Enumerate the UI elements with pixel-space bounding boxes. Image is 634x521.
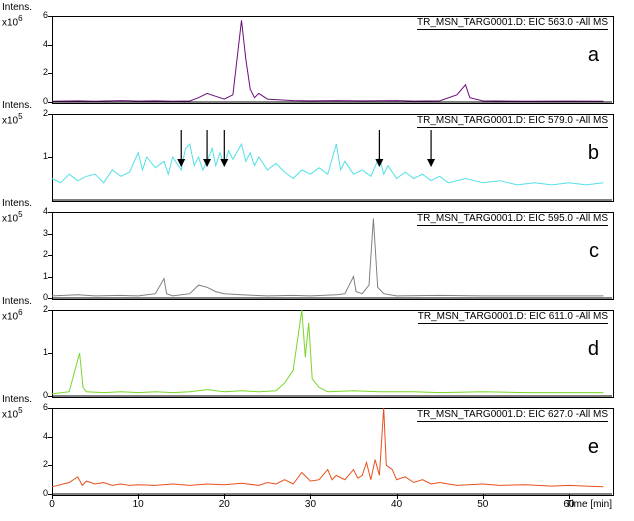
y-tick-label: 1 xyxy=(28,271,48,281)
figure-container: Intens.x106TR_MSN_TARG0001.D: EIC 563.0 … xyxy=(0,0,634,521)
x-tick-label: 30 xyxy=(300,499,320,510)
y-tick-label: 2 xyxy=(28,249,48,259)
y-tick-label: 4 xyxy=(28,39,48,49)
panel-header-e: TR_MSN_TARG0001.D: EIC 627.0 -All MS xyxy=(417,409,608,422)
panel-header-d: TR_MSN_TARG0001.D: EIC 611.0 -All MS xyxy=(418,311,608,324)
y-tick-mark xyxy=(48,298,52,299)
y-tick-label: 1 xyxy=(28,347,48,357)
panel-letter-b: b xyxy=(588,142,599,165)
y-tick-mark xyxy=(48,45,52,46)
panel-letter-c: c xyxy=(589,240,599,263)
y-axis-exponent: x105 xyxy=(2,406,23,420)
y-tick-label: 6 xyxy=(28,402,48,412)
x-tick-label: 50 xyxy=(473,499,493,510)
y-tick-label: 2 xyxy=(28,304,48,314)
x-tick-label: 10 xyxy=(128,499,148,510)
y-tick-mark xyxy=(48,212,52,213)
y-tick-mark xyxy=(48,157,52,158)
y-axis-exponent: x105 xyxy=(2,210,23,224)
y-tick-label: 4 xyxy=(28,431,48,441)
y-tick-label: 2 xyxy=(28,459,48,469)
y-tick-label: 0 xyxy=(28,488,48,498)
y-tick-mark xyxy=(48,408,52,409)
y-tick-mark xyxy=(48,277,52,278)
y-tick-mark xyxy=(48,310,52,311)
y-tick-mark xyxy=(48,396,52,397)
y-tick-mark xyxy=(48,255,52,256)
x-axis-label: Time [min] xyxy=(566,499,612,510)
y-tick-label: 4 xyxy=(28,206,48,216)
y-tick-mark xyxy=(48,465,52,466)
panel-letter-e: e xyxy=(588,436,599,459)
y-tick-label: 2 xyxy=(28,67,48,77)
panel-letter-a: a xyxy=(588,44,599,67)
y-axis-exponent: x106 xyxy=(2,308,23,322)
panel-header-b: TR_MSN_TARG0001.D: EIC 579.0 -All MS xyxy=(417,115,608,128)
y-axis-exponent: x105 xyxy=(2,112,23,126)
y-tick-label: 3 xyxy=(28,228,48,238)
y-tick-mark xyxy=(48,16,52,17)
y-tick-mark xyxy=(48,102,52,103)
panel-letter-d: d xyxy=(588,338,599,361)
y-tick-label: 6 xyxy=(28,10,48,20)
panel-header-c: TR_MSN_TARG0001.D: EIC 595.0 -All MS xyxy=(417,213,608,226)
y-tick-label: 1 xyxy=(28,151,48,161)
x-tick-label: 40 xyxy=(387,499,407,510)
y-tick-mark xyxy=(48,234,52,235)
x-tick-label: 20 xyxy=(214,499,234,510)
y-tick-mark xyxy=(48,353,52,354)
x-tick-label: 0 xyxy=(42,499,62,510)
y-tick-mark xyxy=(48,73,52,74)
y-axis-exponent: x106 xyxy=(2,14,23,28)
y-tick-label: 2 xyxy=(28,108,48,118)
panel-header-a: TR_MSN_TARG0001.D: EIC 563.0 -All MS xyxy=(417,17,608,30)
y-tick-mark xyxy=(48,114,52,115)
y-tick-mark xyxy=(48,437,52,438)
